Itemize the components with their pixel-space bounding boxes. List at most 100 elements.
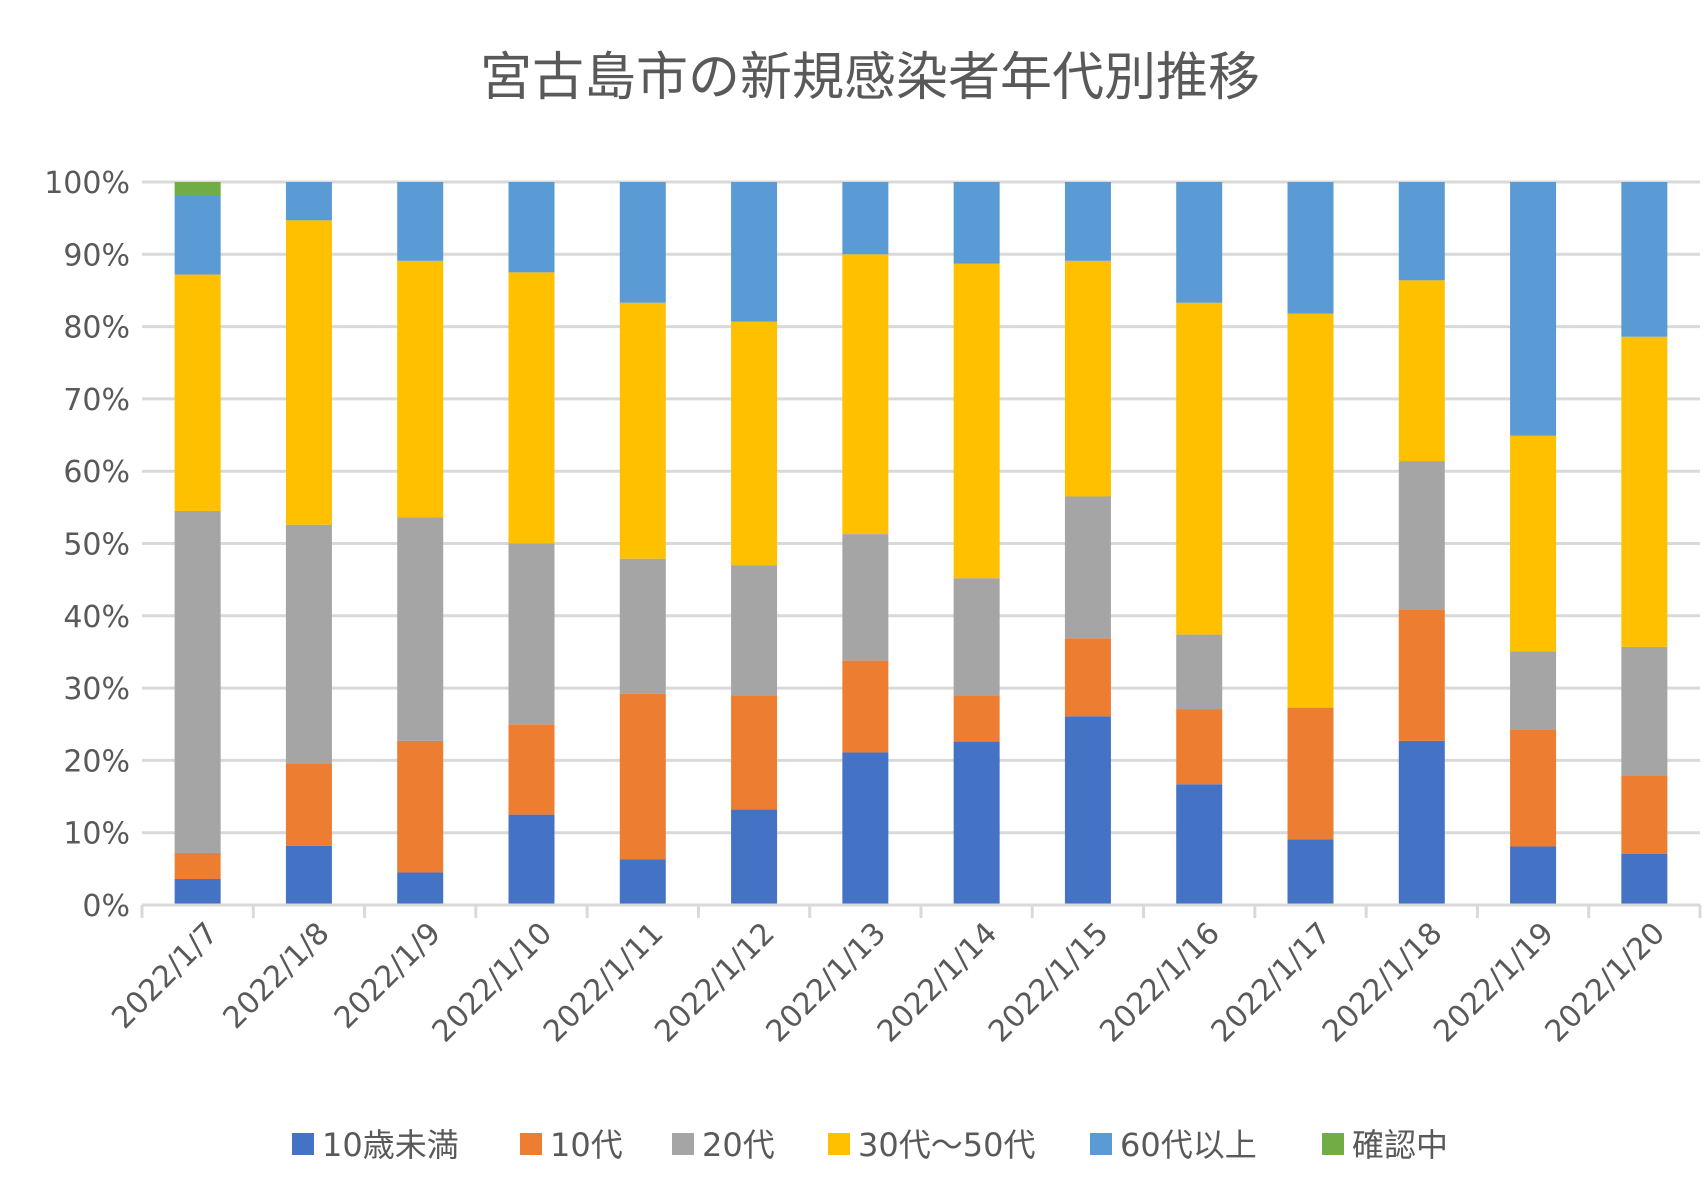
x-tick-label: 2022/1/12 — [648, 916, 782, 1050]
legend-label: 10歳未満 — [322, 1126, 459, 1164]
bar-segment — [174, 878, 221, 905]
x-tick-label: 2022/1/10 — [426, 916, 560, 1050]
bar-segment — [1398, 609, 1445, 741]
bar-segment — [1176, 302, 1223, 635]
bar-segment — [174, 852, 221, 879]
bars — [174, 182, 1668, 905]
x-tick-label: 2022/1/17 — [1205, 916, 1339, 1050]
bar-segment — [1398, 461, 1445, 610]
bar-segment — [1398, 280, 1445, 462]
bar-segment — [842, 182, 889, 255]
legend-swatch — [672, 1133, 694, 1155]
legend-label: 60代以上 — [1120, 1126, 1257, 1164]
bar-segment — [1621, 646, 1668, 776]
bar-segment — [842, 254, 889, 535]
legend-label: 10代 — [550, 1126, 623, 1164]
bar-segment — [619, 558, 666, 694]
bar-segment — [1287, 707, 1334, 840]
y-tick-label: 0% — [82, 889, 130, 924]
legend-swatch — [520, 1133, 542, 1155]
x-tick-label: 2022/1/20 — [1538, 916, 1672, 1050]
legend-label: 30代～50代 — [858, 1126, 1035, 1164]
x-tick-label: 2022/1/15 — [982, 916, 1116, 1050]
bar-segment — [1176, 634, 1223, 710]
bar-segment — [285, 220, 332, 525]
gridlines — [142, 180, 1700, 835]
legend-swatch — [828, 1133, 850, 1155]
y-tick-label: 100% — [44, 166, 130, 201]
y-tick-label: 40% — [63, 600, 130, 635]
bar-segment — [1621, 775, 1668, 854]
bar-segment — [508, 814, 555, 905]
bar-segment — [1064, 260, 1111, 497]
legend-swatch — [1322, 1133, 1344, 1155]
bar-segment — [1621, 336, 1668, 647]
chart-title: 宮古島市の新規感染者年代別推移 — [480, 48, 1260, 108]
bar-segment — [174, 510, 221, 853]
x-tick-label: 2022/1/18 — [1316, 916, 1450, 1050]
bar-segment — [1510, 729, 1557, 847]
bar-segment — [397, 182, 444, 261]
x-tick-label: 2022/1/7 — [105, 916, 225, 1036]
bar-segment — [397, 872, 444, 905]
y-tick-label: 20% — [63, 744, 130, 779]
y-tick-label: 60% — [63, 455, 130, 490]
x-tick-label: 2022/1/8 — [217, 916, 337, 1036]
x-tick-label: 2022/1/13 — [759, 916, 893, 1050]
bar-segment — [174, 182, 221, 196]
bar-segment — [842, 660, 889, 753]
bar-segment — [1287, 182, 1334, 314]
bar-segment — [1176, 784, 1223, 905]
legend-label: 20代 — [702, 1126, 775, 1164]
x-tick-label: 2022/1/9 — [328, 916, 448, 1036]
bar-segment — [1398, 740, 1445, 905]
bar-segment — [508, 272, 555, 544]
bar-segment — [619, 859, 666, 905]
bar-segment — [1176, 182, 1223, 303]
bar-segment — [508, 182, 555, 273]
x-tick-label: 2022/1/19 — [1427, 916, 1561, 1050]
y-tick-label: 30% — [63, 672, 130, 707]
bar-segment — [731, 695, 778, 810]
bar-segment — [731, 809, 778, 905]
bar-segment — [397, 517, 444, 741]
bar-segment — [953, 741, 1000, 905]
y-tick-label: 50% — [63, 528, 130, 563]
bar-segment — [619, 693, 666, 860]
bar-segment — [1621, 853, 1668, 905]
bar-segment — [731, 565, 778, 696]
x-tick-label: 2022/1/11 — [537, 916, 671, 1050]
bar-segment — [397, 740, 444, 873]
bar-segment — [953, 182, 1000, 264]
bar-segment — [1287, 313, 1334, 708]
bar-segment — [397, 260, 444, 518]
bar-segment — [1064, 716, 1111, 905]
bar-segment — [1621, 182, 1668, 337]
bar-segment — [731, 182, 778, 322]
legend-swatch — [292, 1133, 314, 1155]
bar-segment — [508, 543, 555, 725]
bar-segment — [619, 302, 666, 559]
bar-segment — [1176, 709, 1223, 785]
bar-segment — [842, 752, 889, 905]
legend-label: 確認中 — [1352, 1126, 1448, 1164]
bar-segment — [1510, 846, 1557, 905]
bar-segment — [842, 534, 889, 661]
bar-segment — [174, 195, 221, 275]
bar-segment — [1064, 638, 1111, 717]
bar-segment — [508, 724, 555, 815]
bar-segment — [285, 182, 332, 221]
y-tick-label: 80% — [63, 311, 130, 346]
bar-segment — [285, 845, 332, 905]
bar-segment — [1510, 651, 1557, 730]
bar-segment — [953, 578, 1000, 696]
y-tick-label: 10% — [63, 817, 130, 852]
bar-segment — [1510, 435, 1557, 652]
bar-segment — [285, 763, 332, 846]
bar-segment — [174, 274, 221, 511]
bar-segment — [1510, 182, 1557, 436]
bar-segment — [731, 321, 778, 566]
bar-segment — [1398, 182, 1445, 281]
bar-segment — [1064, 496, 1111, 639]
